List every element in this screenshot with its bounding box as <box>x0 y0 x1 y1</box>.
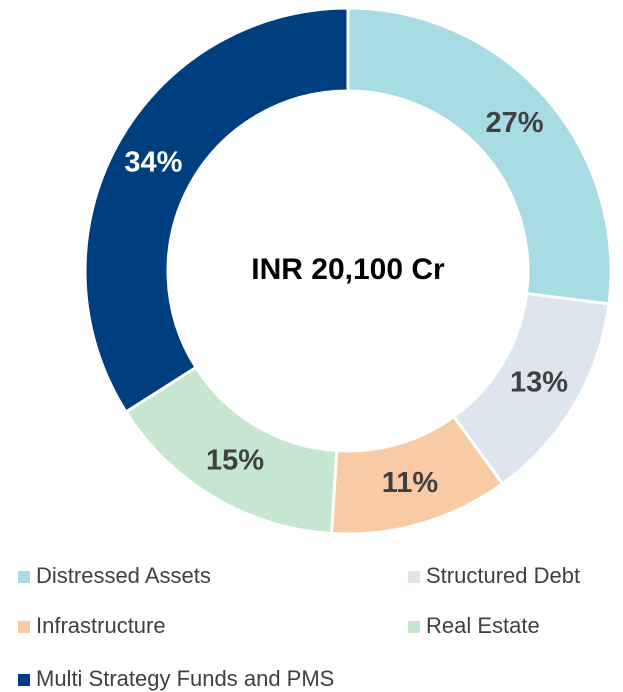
data-label: 11% <box>382 467 439 499</box>
legend-label: Structured Debt <box>426 563 580 588</box>
legend-swatch <box>18 674 30 686</box>
legend-swatch <box>408 621 420 633</box>
legend-label: Infrastructure <box>36 613 166 638</box>
legend-label: Distressed Assets <box>36 563 211 588</box>
legend-swatch <box>18 571 30 583</box>
donut-slice <box>346 6 613 306</box>
donut-slice <box>83 6 350 414</box>
legend-swatch <box>408 571 420 583</box>
data-label: 13% <box>510 367 568 399</box>
legend-label: Multi Strategy Funds and PMS <box>36 666 334 691</box>
data-label: 15% <box>206 445 264 477</box>
data-label: 34% <box>124 147 182 179</box>
data-label: 27% <box>486 107 544 139</box>
legend-swatch <box>18 621 30 633</box>
center-label: INR 20,100 Cr <box>251 253 445 286</box>
legend-label: Real Estate <box>426 613 540 638</box>
